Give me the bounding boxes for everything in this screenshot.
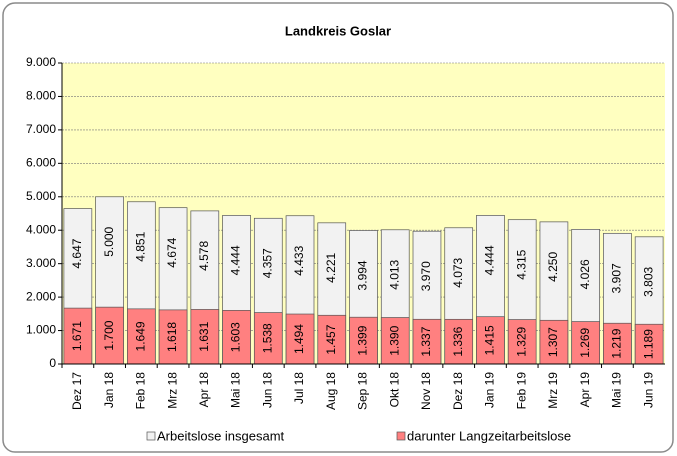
x-tick-label: Sep 18: [356, 372, 370, 410]
value-label: 1.538: [260, 323, 274, 353]
y-tick-label: 3.000: [26, 256, 56, 270]
value-label: 4.073: [451, 257, 465, 287]
value-label: 1.671: [70, 321, 84, 351]
x-tick-label: Jul 18: [292, 372, 306, 404]
value-label: 4.444: [229, 245, 243, 275]
bar: [571, 321, 600, 365]
value-label: 1.457: [324, 324, 338, 354]
x-tick-label: Mrz 18: [165, 372, 179, 409]
x-tick-label: Jan 19: [483, 372, 497, 408]
bar: [349, 316, 378, 365]
bar: [95, 306, 124, 365]
bar: [253, 312, 283, 365]
bar: [63, 307, 93, 365]
value-label: 1.307: [546, 327, 560, 357]
bar: [222, 310, 251, 365]
y-tick-label: 0: [49, 356, 56, 370]
value-label: 1.269: [578, 327, 592, 357]
x-tick-label: Feb 19: [514, 372, 528, 410]
bar: [127, 308, 156, 365]
y-tick-label: 7.000: [26, 122, 56, 136]
value-label: 4.444: [483, 245, 497, 275]
value-label: 4.013: [387, 259, 401, 289]
value-label: 1.494: [292, 324, 306, 354]
value-label: 3.803: [641, 266, 655, 296]
y-tick-label: 1.000: [26, 323, 56, 337]
value-label: 1.649: [134, 321, 148, 351]
bar: [380, 317, 410, 365]
x-tick-label: Mai 19: [610, 372, 624, 408]
value-label: 4.357: [260, 248, 274, 278]
value-label: 1.700: [102, 320, 116, 350]
legend-label: darunter Langzeitarbeitslose: [407, 428, 571, 443]
x-tick-label: Feb 18: [134, 372, 148, 410]
value-label: 4.674: [165, 237, 179, 267]
value-label: 1.415: [483, 325, 497, 355]
x-tick-label: Aug 18: [324, 372, 338, 410]
bar: [476, 316, 505, 365]
value-label: 4.851: [134, 231, 148, 261]
value-label: 3.907: [610, 263, 624, 293]
chart-title: Landkreis Goslar: [285, 23, 391, 38]
value-label: 1.390: [387, 325, 401, 355]
x-tick-label: Mrz 19: [546, 372, 560, 409]
value-label: 1.219: [610, 328, 624, 358]
x-tick-label: Okt 18: [387, 372, 401, 408]
value-label: 1.399: [356, 325, 370, 355]
bar: [444, 318, 474, 365]
value-label: 1.603: [229, 322, 243, 352]
legend-label: Arbeitslose insgesamt: [157, 428, 285, 443]
value-label: 4.221: [324, 252, 338, 282]
value-label: 3.970: [419, 261, 433, 291]
bar: [634, 323, 664, 365]
x-tick-label: Dez 17: [70, 372, 84, 410]
legend-swatch: [146, 431, 156, 441]
bar: [507, 319, 537, 365]
value-label: 4.315: [514, 249, 528, 279]
bar: [158, 309, 188, 365]
x-tick-label: Jun 19: [641, 372, 655, 408]
value-label: 1.336: [451, 326, 465, 356]
y-tick-label: 8.000: [26, 89, 56, 103]
x-tick-label: Apr 19: [578, 372, 592, 408]
value-label: 1.329: [514, 326, 528, 356]
value-label: 5.000: [102, 226, 116, 256]
bar: [539, 319, 569, 365]
y-tick-label: 9.000: [26, 55, 56, 69]
value-label: 1.631: [197, 321, 211, 351]
value-label: 1.618: [165, 322, 179, 352]
x-tick-label: Dez 18: [451, 372, 465, 410]
value-label: 4.250: [546, 252, 560, 282]
value-label: 1.337: [419, 326, 433, 356]
y-tick-label: 5.000: [26, 189, 56, 203]
legend-swatch: [396, 431, 406, 441]
value-label: 4.578: [197, 241, 211, 271]
value-label: 4.647: [70, 238, 84, 268]
x-tick-label: Jan 18: [102, 372, 116, 408]
value-label: 1.189: [641, 329, 655, 359]
x-tick-label: Apr 18: [197, 372, 211, 408]
bar: [603, 322, 632, 365]
x-tick-label: Mai 18: [229, 372, 243, 408]
y-tick-label: 2.000: [26, 289, 56, 303]
value-label: 3.994: [356, 260, 370, 290]
y-tick-label: 4.000: [26, 222, 56, 236]
bar: [190, 309, 220, 365]
y-tick-label: 6.000: [26, 156, 56, 170]
x-tick-label: Nov 18: [419, 372, 433, 410]
x-tick-label: Jun 18: [260, 372, 274, 408]
value-label: 4.433: [292, 245, 306, 275]
value-label: 4.026: [578, 259, 592, 289]
